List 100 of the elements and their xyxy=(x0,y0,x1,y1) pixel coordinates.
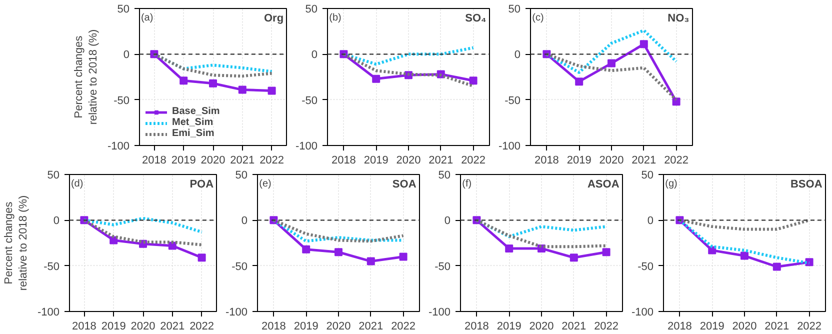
point xyxy=(505,244,514,252)
x-tick-label: 2019 xyxy=(566,154,592,166)
annotation: (c) xyxy=(532,12,544,24)
point xyxy=(602,248,610,256)
y-axis-title: Percent changes relative to 2018 (%) xyxy=(3,195,30,291)
point xyxy=(672,98,680,106)
y-tick-label: 0 xyxy=(241,215,248,228)
x-tick-label: 2022 xyxy=(391,320,416,332)
annotation: (e) xyxy=(259,178,272,190)
y-tick-label: -100 xyxy=(295,140,318,152)
y-tick-label: -100 xyxy=(37,306,60,318)
point xyxy=(209,79,217,88)
legend-label: Met_Sim xyxy=(172,117,214,128)
x-tick-label: 2019 xyxy=(101,320,126,332)
x-tick-label: 2022 xyxy=(190,320,214,332)
annotation: (b) xyxy=(329,12,342,24)
annotation: (g) xyxy=(665,178,678,190)
x-tick-label: 2021 xyxy=(632,154,656,166)
y-tick-label: 50 xyxy=(117,4,130,16)
y-tick-label: -50 xyxy=(434,260,451,273)
point xyxy=(570,254,578,262)
x-tick-label: 2021 xyxy=(428,154,454,166)
annotation: (a) xyxy=(140,12,154,24)
x-tick-label: 2018 xyxy=(261,320,286,332)
x-tick-label: 2022 xyxy=(797,320,822,332)
x-tick-label: 2019 xyxy=(364,154,388,166)
x-tick-label: 2020 xyxy=(200,154,226,166)
x-tick-label: 2021 xyxy=(764,320,790,332)
y-tick-label: 0 xyxy=(311,49,318,62)
x-tick-label: 2020 xyxy=(732,320,757,332)
x-tick-label: 2022 xyxy=(260,154,284,166)
x-tick-label: 2020 xyxy=(529,320,554,332)
x-tick-label: 2022 xyxy=(664,154,689,166)
point xyxy=(110,236,118,244)
x-tick-label: 2018 xyxy=(534,154,559,166)
chart-title: POA xyxy=(190,178,214,191)
y-tick-label: 50 xyxy=(235,170,248,182)
x-tick-label: 2020 xyxy=(130,320,156,332)
y-tick-label: 50 xyxy=(438,170,451,182)
y-tick-label: -50 xyxy=(638,260,654,273)
y-tick-label: -100 xyxy=(631,306,654,318)
chart-title: ASOA xyxy=(587,178,620,191)
chart-title: BSOA xyxy=(790,178,822,191)
x-tick-label: 2021 xyxy=(160,320,185,332)
x-tick-label: 2022 xyxy=(594,320,619,332)
legend-label: Base_Sim xyxy=(172,106,220,117)
y-tick-label: -50 xyxy=(232,260,248,273)
x-tick-label: 2021 xyxy=(358,320,384,332)
y-tick-label: -50 xyxy=(114,94,130,107)
y-tick-label: 50 xyxy=(508,4,521,16)
point xyxy=(575,78,584,86)
chart-title: NO₃ xyxy=(668,12,690,25)
x-tick-label: 2019 xyxy=(171,154,196,166)
y-tick-label: 50 xyxy=(305,4,318,16)
annotation: (f) xyxy=(462,178,472,190)
x-tick-label: 2020 xyxy=(326,320,351,332)
point xyxy=(180,76,188,85)
point xyxy=(740,252,748,260)
y-tick-label: -100 xyxy=(428,306,451,318)
x-tick-label: 2021 xyxy=(562,320,586,332)
x-tick-label: 2018 xyxy=(331,154,356,166)
x-tick-label: 2019 xyxy=(496,320,522,332)
x-tick-label: 2019 xyxy=(700,320,724,332)
y-tick-label: -50 xyxy=(302,94,318,107)
point xyxy=(366,257,375,266)
legend-label: Emi_Sim xyxy=(172,128,214,139)
chart-title: Org xyxy=(264,12,284,25)
x-tick-label: 2018 xyxy=(142,154,166,166)
y-tick-label: 0 xyxy=(123,49,130,62)
point xyxy=(334,248,342,256)
y-tick-label: -50 xyxy=(44,260,60,273)
y-tick-label: 0 xyxy=(647,215,654,228)
point xyxy=(268,86,276,95)
y-tick-label: 50 xyxy=(641,170,654,182)
y-tick-label: -100 xyxy=(225,306,248,318)
y-tick-label: 0 xyxy=(514,49,521,62)
y-tick-label: -100 xyxy=(498,140,521,152)
point xyxy=(198,254,206,262)
x-tick-label: 2019 xyxy=(294,320,318,332)
point xyxy=(772,262,781,271)
point xyxy=(399,252,408,261)
chart-title: SOA xyxy=(392,178,416,191)
y-tick-label: -100 xyxy=(107,140,130,152)
point xyxy=(805,258,814,266)
point xyxy=(708,246,716,254)
y-tick-label: -50 xyxy=(504,94,521,107)
x-tick-label: 2022 xyxy=(461,154,486,166)
chart-title: SO₄ xyxy=(465,12,486,25)
point xyxy=(469,76,478,85)
y-tick-label: 0 xyxy=(444,215,451,228)
point xyxy=(238,86,246,94)
point xyxy=(640,40,648,48)
point xyxy=(372,74,380,83)
x-tick-label: 2021 xyxy=(230,154,255,166)
y-tick-label: 50 xyxy=(47,170,60,182)
point xyxy=(302,245,310,254)
annotation: (d) xyxy=(70,178,84,190)
x-tick-label: 2018 xyxy=(464,320,489,332)
y-tick-label: 0 xyxy=(53,215,60,228)
x-tick-label: 2020 xyxy=(396,154,421,166)
